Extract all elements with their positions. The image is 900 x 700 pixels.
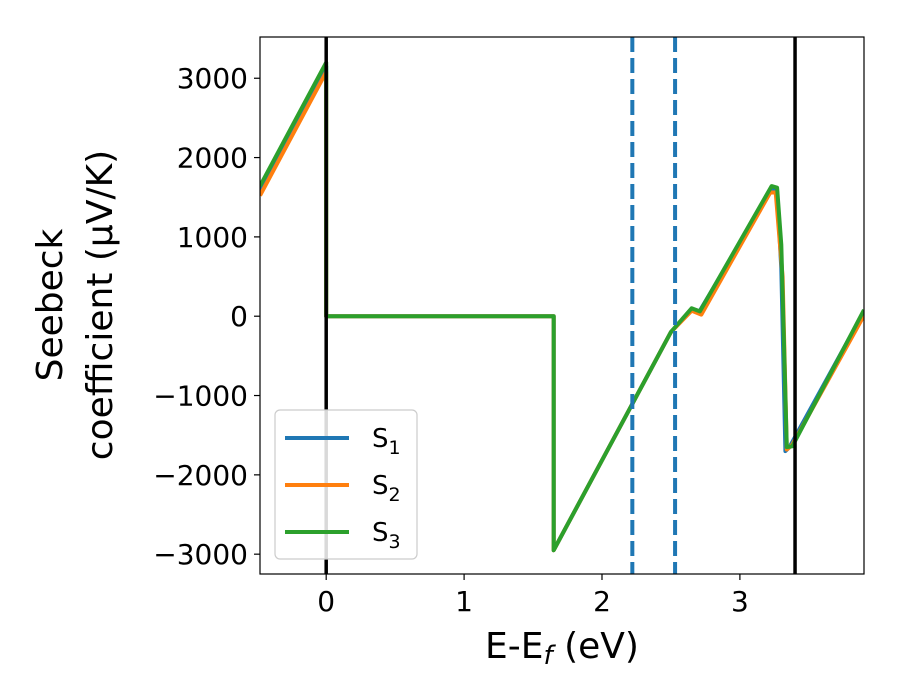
plot-content bbox=[260, 37, 864, 574]
y-tick-label: 1000 bbox=[177, 221, 248, 254]
x-tick-label: 3 bbox=[731, 585, 749, 618]
y-axis-label-line2: coefficient (μV/K) bbox=[80, 150, 121, 460]
y-tick-label: 3000 bbox=[177, 62, 248, 95]
y-tick-label: −1000 bbox=[153, 380, 248, 413]
legend-label-base: S bbox=[372, 424, 389, 454]
y-tick-label: −2000 bbox=[153, 459, 248, 492]
x-tick-label: 1 bbox=[455, 585, 473, 618]
plot-frame bbox=[259, 36, 865, 575]
legend-label-base: S bbox=[372, 518, 389, 548]
y-tick-label: −3000 bbox=[153, 538, 248, 571]
legend-label-subscript: 1 bbox=[389, 437, 401, 459]
plot-area bbox=[260, 37, 864, 574]
y-tick-label: 2000 bbox=[177, 142, 248, 175]
legend-label-3: S3 bbox=[372, 518, 401, 553]
series-line-3 bbox=[260, 60, 864, 553]
legend-label-subscript: 2 bbox=[389, 484, 401, 506]
x-axis-label: E-Ef (eV) bbox=[485, 626, 639, 671]
legend-label-2: S2 bbox=[372, 471, 401, 506]
y-tick-label: 0 bbox=[230, 300, 248, 333]
legend-label-base: S bbox=[372, 471, 389, 501]
legend-label-subscript: 3 bbox=[389, 531, 401, 553]
axes: 0 1 2 3 −3000 −2000 −1000 0 1000 2000 3000 bbox=[153, 36, 865, 618]
legend-label-1: S1 bbox=[372, 424, 401, 459]
y-axis-label-line1: Seebeck bbox=[30, 228, 71, 381]
x-tick-label: 0 bbox=[317, 585, 335, 618]
x-tick-label: 2 bbox=[593, 585, 611, 618]
x-axis-label-unit: (eV) bbox=[553, 626, 639, 667]
